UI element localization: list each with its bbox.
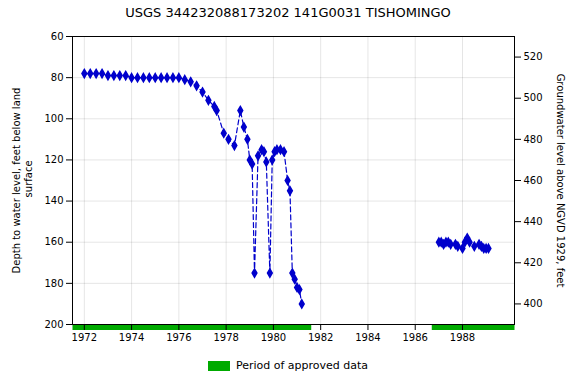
svg-text:1978: 1978 — [213, 332, 238, 343]
svg-text:180: 180 — [44, 278, 63, 289]
html-text:USGS 344232088173202 141G0031: USGS 344232088173202 141G0031 TISHOMINGO — [125, 5, 451, 20]
svg-text:420: 420 — [524, 257, 543, 268]
svg-text:60: 60 — [51, 31, 64, 42]
svg-text:1982: 1982 — [308, 332, 333, 343]
svg-text:400: 400 — [524, 298, 543, 309]
svg-text:200: 200 — [44, 319, 63, 330]
svg-text:80: 80 — [51, 72, 64, 83]
html-text:Period of approved data: Period of approved data — [235, 359, 369, 372]
svg-text:460: 460 — [524, 175, 543, 186]
svg-text:1972: 1972 — [72, 332, 97, 343]
svg-text:120: 120 — [44, 154, 63, 165]
svg-text:Groundwater level above NGVD 1: Groundwater level above NGVD 1929, feet — [555, 74, 566, 288]
svg-text:480: 480 — [524, 134, 543, 145]
svg-text:140: 140 — [44, 195, 63, 206]
svg-text:1986: 1986 — [403, 332, 428, 343]
svg-text:440: 440 — [524, 216, 543, 227]
svg-text:1976: 1976 — [166, 332, 191, 343]
svg-text:520: 520 — [524, 51, 543, 62]
svg-text:160: 160 — [44, 236, 63, 247]
svg-text:1974: 1974 — [119, 332, 144, 343]
svg-text:1988: 1988 — [450, 332, 475, 343]
svg-text:500: 500 — [524, 92, 543, 103]
svg-text:1980: 1980 — [261, 332, 286, 343]
svg-text:1984: 1984 — [355, 332, 380, 343]
svg-text:Depth to water level, feet bel: Depth to water level, feet below land su… — [11, 88, 34, 274]
svg-text:100: 100 — [44, 113, 63, 124]
